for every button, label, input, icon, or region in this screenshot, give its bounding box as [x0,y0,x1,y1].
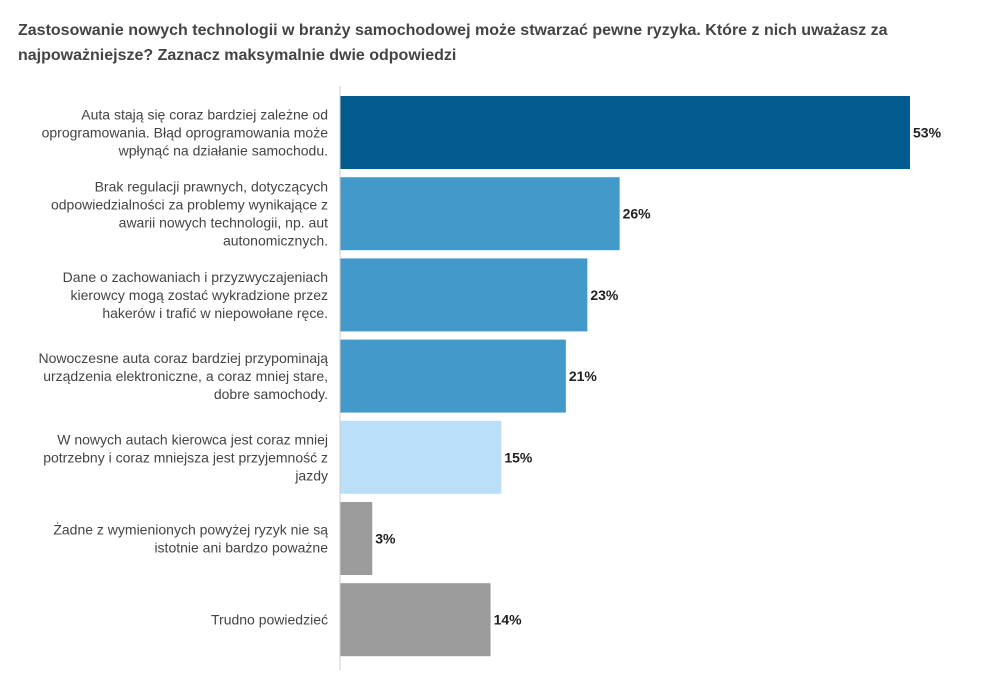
value-label-3: 23% [590,287,619,303]
category-label-line: istotnie ani bardzo poważne [154,540,328,556]
category-label-line: W nowych autach kierowca jest coraz mnie… [57,431,328,447]
category-label-1: Auta stają się coraz bardziej zależne od… [42,107,329,159]
category-label-line: jazdy [294,467,328,483]
bar-3 [340,258,588,332]
category-label-line: Żadne z wymienionych powyżej ryzyk nie s… [53,521,328,538]
category-label-line: kierowcy mogą zostać wykradzione przez [70,287,328,303]
category-label-line: wpłynąć na działanie samochodu. [118,143,328,159]
category-label-7: Trudno powiedzieć [211,612,328,628]
value-label-7: 14% [494,612,523,628]
category-label-line: Auta stają się coraz bardziej zależne od [81,107,328,123]
category-labels-group: Auta stają się coraz bardziej zależne od… [39,107,329,628]
chart-title: Zastosowanie nowych technologii w branży… [18,22,888,64]
category-label-line: odpowiedzialności za problemy wynikające… [51,197,328,213]
value-label-2: 26% [623,206,652,222]
category-label-line: potrzebny i coraz mniejsza jest przyjemn… [43,449,328,465]
category-label-line: oprogramowania. Błąd oprogramowania może [42,125,329,141]
value-label-5: 15% [504,449,533,465]
bar-2 [340,177,620,251]
category-label-line: autonomicznych. [223,233,328,249]
category-label-5: W nowych autach kierowca jest coraz mnie… [43,431,328,483]
category-label-line: Trudno powiedzieć [211,612,328,628]
category-label-line: Dane o zachowaniach i przyzwyczajeniach [63,269,328,285]
value-label-1: 53% [913,125,942,141]
category-label-3: Dane o zachowaniach i przyzwyczajeniach k… [63,269,328,321]
category-label-line: urządzenia elektroniczne, a coraz mniej … [43,368,328,384]
value-label-6: 3% [375,531,396,547]
category-label-line: dobre samochody. [214,386,328,402]
category-label-2: Brak regulacji prawnych, dotyczących odpo… [51,179,328,249]
bar-7 [340,583,491,657]
category-label-line: Brak regulacji prawnych, dotyczących [95,179,328,195]
bar-5 [340,420,502,494]
category-label-4: Nowoczesne auta coraz bardziej przypomin… [39,350,329,402]
bar-1 [340,96,910,169]
bars-group [340,96,910,657]
category-label-line: awarii nowych technologii, np. aut [119,215,328,231]
category-label-line: Nowoczesne auta coraz bardziej przypomin… [39,350,329,366]
category-label-line: hakerów i trafić w niepowołane ręce. [102,305,328,321]
category-label-6: Żadne z wymienionych powyżej ryzyk nie s… [53,521,328,556]
value-label-4: 21% [569,368,598,384]
bar-6 [340,502,373,575]
bar-4 [340,339,566,413]
value-labels-group: 53% 26% 23% 21% 15% 3% 14% [375,125,941,628]
